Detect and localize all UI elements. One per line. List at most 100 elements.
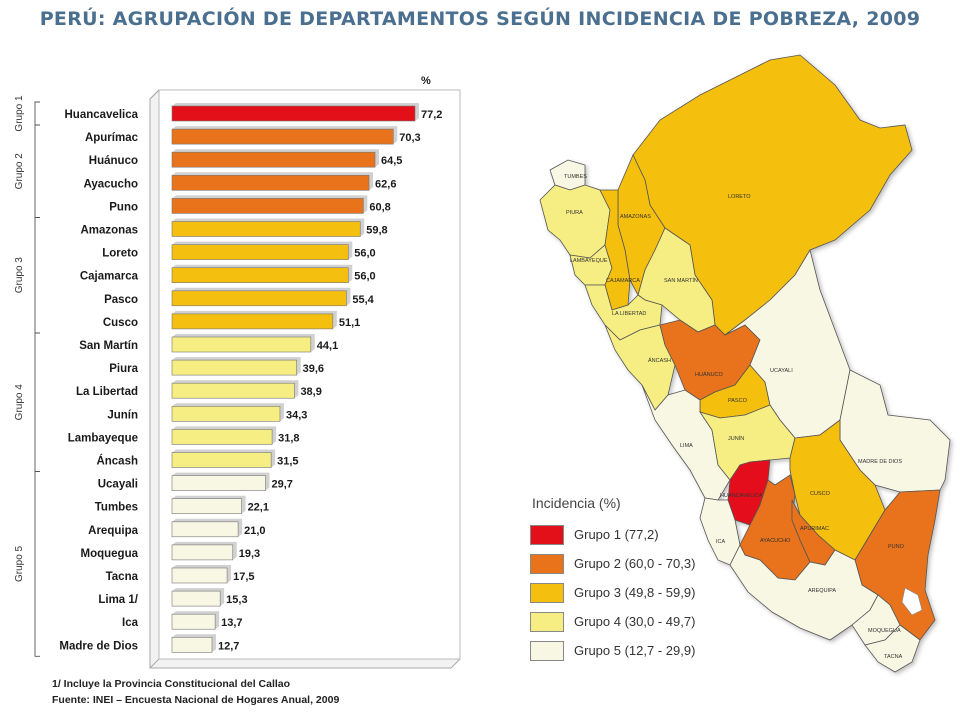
map-legend: Incidencia (%) Grupo 1 (77,2) Grupo 2 (60… — [530, 495, 720, 668]
bar-value-label: 38,9 — [300, 386, 321, 398]
bar-value-label: 12,7 — [218, 640, 239, 652]
map-label-puno: PUNO — [888, 544, 905, 550]
bar-category-label: Junín — [107, 409, 138, 421]
bar-category-label: La Libertad — [76, 386, 138, 398]
bar — [171, 521, 239, 538]
map-region-piura — [539, 184, 611, 259]
bar-category-label: Loreto — [102, 248, 138, 260]
bar — [171, 290, 347, 307]
map-label-ucayali: UCAYALI — [770, 368, 793, 374]
bar — [171, 590, 221, 607]
map-region-ancash — [604, 324, 676, 411]
legend-label: Grupo 3 (49,8 - 59,9) — [574, 585, 696, 600]
bar-category-label: Apurímac — [85, 132, 139, 144]
bar-value-label: 29,7 — [271, 479, 292, 491]
bar-value-label: 64,5 — [381, 155, 402, 167]
legend-swatch — [530, 553, 564, 574]
legend-item: Grupo 2 (60,0 - 70,3) — [530, 552, 720, 575]
map-label-huanuco: HUÁNUCO — [695, 371, 724, 378]
bar-value-label: 55,4 — [352, 294, 374, 306]
legend-swatch — [530, 582, 564, 603]
bar-value-label: 62,6 — [375, 178, 396, 190]
source-note: Fuente: INEI – Encuesta Nacional de Hoga… — [52, 694, 340, 706]
bar-value-label: 15,3 — [226, 594, 247, 606]
bar-value-label: 19,3 — [239, 548, 260, 560]
bar-category-label: Ica — [122, 617, 139, 629]
map-region-tacna — [864, 624, 921, 673]
bar-value-label: 70,3 — [399, 132, 420, 144]
map-region-junin — [699, 404, 796, 481]
chart-frame-edge — [149, 658, 160, 669]
bar — [171, 336, 312, 353]
bar-value-label: 56,0 — [354, 271, 375, 283]
map-label-pasco: PASCO — [728, 398, 748, 404]
footnote: 1/ Incluye la Provincia Constitucional d… — [52, 678, 291, 690]
bar — [171, 128, 394, 145]
bar — [171, 452, 272, 468]
bar-category-label: Huancavelica — [64, 109, 138, 121]
bar-value-label: 31,8 — [278, 432, 299, 444]
group-label: Grupo 5 — [14, 545, 25, 582]
map-label-piura: PIURA — [566, 210, 583, 216]
bar-value-label: 22,1 — [248, 502, 269, 514]
bar — [171, 498, 242, 515]
bar-category-label: Amazonas — [80, 225, 138, 237]
map-label-tumbes: TUMBES — [564, 174, 587, 180]
bar — [171, 244, 349, 260]
map-label-cusco: CUSCO — [810, 491, 831, 497]
chart-title: PERÚ: AGRUPACIÓN DE DEPARTAMENTOS SEGÚN … — [39, 8, 921, 30]
map-label-cajamarca: CAJAMARCA — [606, 278, 640, 284]
bar-category-label: Tumbes — [95, 502, 138, 514]
bar-value-label: 60,8 — [369, 201, 390, 213]
bar-category-label: Ayacucho — [83, 178, 138, 190]
group-bracket — [34, 332, 40, 472]
bar-value-label: 51,1 — [339, 317, 360, 329]
group-bracket — [34, 101, 40, 126]
legend-label: Grupo 4 (30,0 - 49,7) — [574, 614, 696, 629]
legend-swatch — [530, 640, 564, 661]
legend-swatch — [530, 611, 564, 632]
bar-value-label: 59,8 — [366, 225, 387, 237]
legend-title: Incidencia (%) — [532, 495, 621, 511]
bar — [171, 567, 228, 584]
bar-category-label: Huánuco — [89, 155, 138, 167]
map-label-huancavelica: HUANCAVELICA — [720, 493, 763, 499]
bar-value-label: 31,5 — [277, 456, 298, 468]
bar — [171, 359, 297, 376]
legend-item: Grupo 1 (77,2) — [530, 523, 720, 546]
bar-category-label: Tacna — [106, 571, 139, 583]
group-label: Grupo 1 — [14, 95, 25, 132]
legend-item: Grupo 4 (30,0 - 49,7) — [530, 610, 720, 633]
bar — [171, 198, 364, 214]
chart-frame-edge — [149, 89, 160, 100]
bar — [171, 613, 216, 630]
legend-item: Grupo 5 (12,7 - 29,9) — [530, 639, 720, 662]
unit-label: % — [421, 75, 431, 87]
map-label-junin: JUNÍN — [728, 435, 744, 442]
group-bracket — [34, 217, 40, 334]
legend-label: Grupo 2 (60,0 - 70,3) — [574, 556, 696, 571]
bar-category-label: Lima 1/ — [98, 594, 138, 606]
group-label: Grupo 3 — [14, 257, 25, 294]
bar — [171, 544, 234, 561]
legend-item: Grupo 3 (49,8 - 59,9) — [530, 581, 720, 604]
bar-category-label: Pasco — [104, 294, 138, 306]
map-label-apurimac: APURIMAC — [800, 526, 829, 532]
bar-value-label: 39,6 — [303, 363, 324, 375]
group-bracket — [34, 124, 40, 218]
group-label: Grupo 4 — [14, 384, 25, 421]
bar-category-label: Áncash — [96, 455, 138, 468]
bar-category-label: Cusco — [103, 317, 138, 329]
bar — [171, 636, 213, 653]
bar-value-label: 21,0 — [244, 525, 265, 537]
bar — [171, 151, 376, 168]
bar-value-label: 17,5 — [233, 571, 254, 583]
lake-titicaca — [901, 587, 923, 616]
legend-swatch — [530, 524, 564, 545]
map-label-arequipa: AREQUIPA — [808, 588, 836, 594]
map-label-ica: ICA — [716, 539, 726, 545]
legend-label: Grupo 1 (77,2) — [574, 527, 659, 542]
bar-category-label: Moquegua — [81, 548, 139, 560]
bar — [171, 475, 266, 491]
group-bracket — [34, 471, 40, 657]
